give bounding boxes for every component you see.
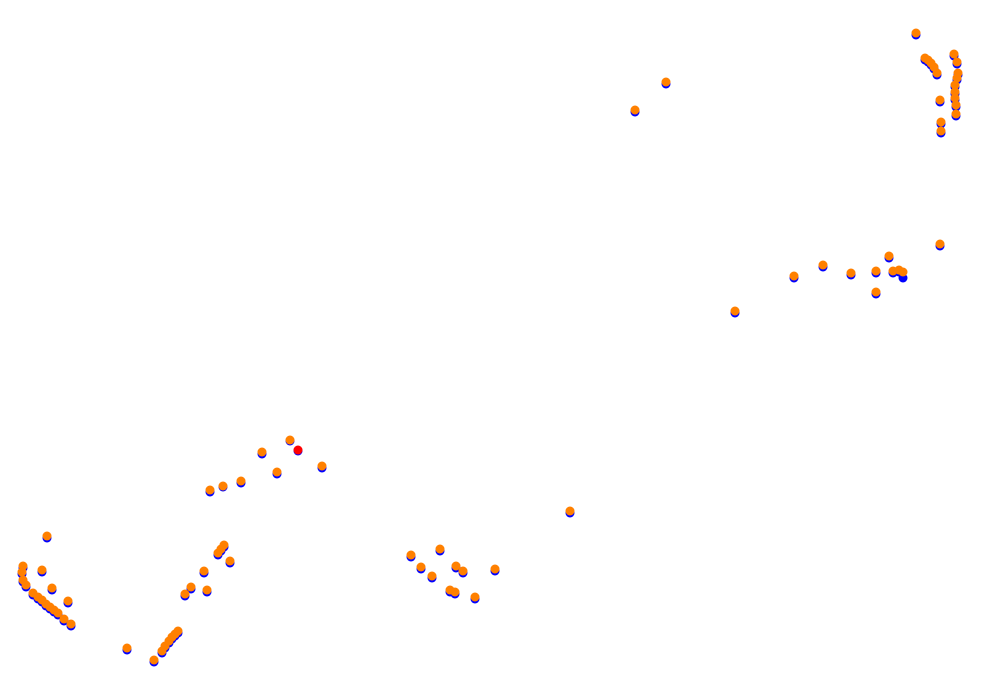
point bbox=[17, 567, 27, 577]
point bbox=[932, 68, 942, 78]
point bbox=[21, 580, 31, 590]
point bbox=[236, 476, 246, 486]
point bbox=[630, 105, 640, 115]
point bbox=[180, 589, 190, 599]
point bbox=[317, 461, 327, 471]
point bbox=[285, 435, 295, 445]
point bbox=[42, 531, 52, 541]
point bbox=[936, 126, 946, 136]
point bbox=[272, 467, 282, 477]
point bbox=[186, 582, 196, 592]
point bbox=[199, 566, 209, 576]
point bbox=[871, 266, 881, 276]
point bbox=[951, 100, 961, 110]
point bbox=[225, 556, 235, 566]
point bbox=[435, 544, 445, 554]
point bbox=[846, 268, 856, 278]
point bbox=[37, 565, 47, 575]
point bbox=[470, 592, 480, 602]
point bbox=[218, 481, 228, 491]
point bbox=[935, 239, 945, 249]
point bbox=[53, 608, 63, 618]
point bbox=[63, 596, 73, 606]
point bbox=[789, 271, 799, 281]
point bbox=[406, 550, 416, 560]
point bbox=[818, 260, 828, 270]
point bbox=[952, 57, 962, 67]
point bbox=[157, 646, 167, 656]
point bbox=[257, 447, 267, 457]
point bbox=[47, 583, 57, 593]
point bbox=[416, 562, 426, 572]
point bbox=[490, 564, 500, 574]
point bbox=[952, 73, 962, 83]
point bbox=[59, 614, 69, 624]
point bbox=[205, 485, 215, 495]
point bbox=[936, 117, 946, 127]
point bbox=[661, 77, 671, 87]
point bbox=[149, 655, 159, 665]
point bbox=[213, 548, 223, 558]
point bbox=[458, 566, 468, 576]
point bbox=[66, 619, 76, 629]
point bbox=[450, 587, 460, 597]
point bbox=[950, 80, 960, 90]
point bbox=[950, 93, 960, 103]
point bbox=[911, 28, 921, 38]
point bbox=[565, 506, 575, 516]
point bbox=[293, 445, 303, 455]
point bbox=[935, 95, 945, 105]
point bbox=[427, 571, 437, 581]
point bbox=[122, 643, 132, 653]
point bbox=[898, 267, 908, 277]
point bbox=[949, 49, 959, 59]
point bbox=[884, 251, 894, 261]
point bbox=[730, 306, 740, 316]
point bbox=[871, 287, 881, 297]
point bbox=[451, 561, 461, 571]
point bbox=[951, 109, 961, 119]
point bbox=[202, 585, 212, 595]
